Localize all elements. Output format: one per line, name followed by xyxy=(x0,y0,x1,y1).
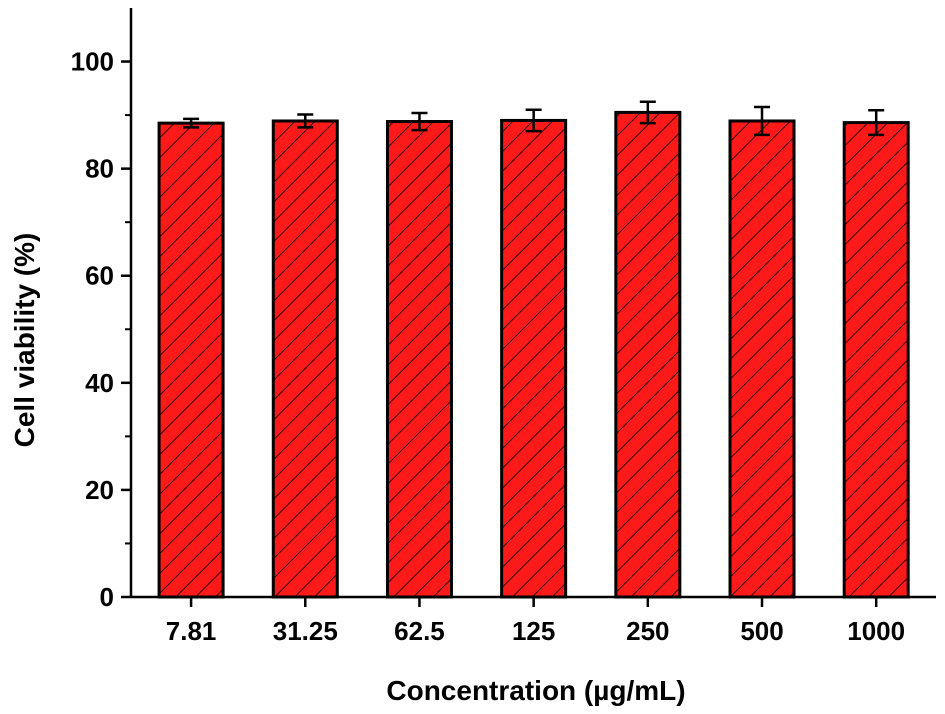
x-tick-label-500: 500 xyxy=(740,616,783,646)
plot-area: 0 20 40 60 80 100 7.81 31.25 62.5 125 250 500 1000 xyxy=(71,8,936,646)
y-tick-label: 0 xyxy=(100,582,114,612)
x-tick-label-62.5: 62.5 xyxy=(394,616,445,646)
x-tick-label-31.25: 31.25 xyxy=(273,616,338,646)
x-tick-label-1000: 1000 xyxy=(847,616,905,646)
bar-7.81 xyxy=(157,121,225,599)
y-tick-label: 40 xyxy=(85,368,114,398)
y-tick-label: 100 xyxy=(71,47,114,77)
y-tick-label: 60 xyxy=(85,261,114,291)
bar-500 xyxy=(728,119,796,599)
bar-62.5 xyxy=(385,120,453,599)
x-tick-label-7.81: 7.81 xyxy=(166,616,217,646)
bar-31.25 xyxy=(271,119,339,599)
bar-125 xyxy=(500,118,568,599)
bar-250 xyxy=(614,110,682,599)
x-tick-label-250: 250 xyxy=(626,616,669,646)
bar-1000 xyxy=(842,121,910,599)
y-tick-label: 80 xyxy=(85,154,114,184)
x-axis-title: Concentration (µg/mL) xyxy=(386,675,685,706)
y-tick-label: 20 xyxy=(85,475,114,505)
x-tick-label-125: 125 xyxy=(512,616,555,646)
y-axis-title: Cell viability (%) xyxy=(9,233,40,448)
